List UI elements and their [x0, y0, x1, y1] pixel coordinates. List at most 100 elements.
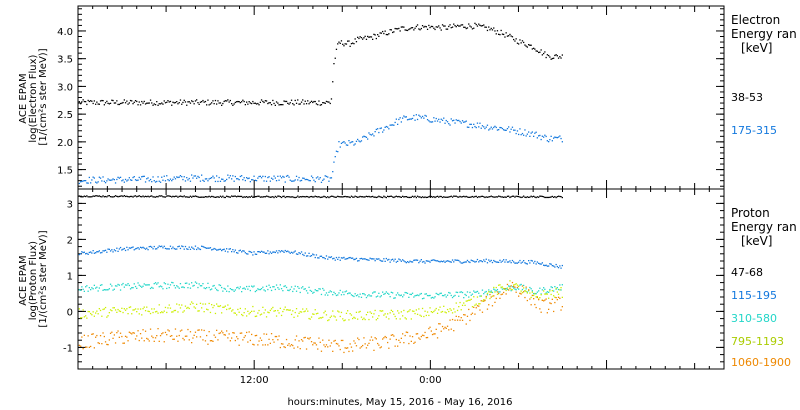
data-point — [243, 312, 245, 314]
data-point — [290, 313, 293, 316]
data-point — [197, 329, 199, 331]
data-point — [209, 103, 212, 105]
data-point — [363, 317, 365, 319]
data-point — [463, 297, 465, 299]
data-point — [476, 290, 479, 293]
data-point — [370, 196, 373, 198]
data-point — [333, 257, 335, 259]
data-point — [561, 196, 563, 199]
data-point — [164, 180, 167, 182]
data-point — [510, 290, 512, 292]
data-point — [285, 196, 288, 198]
data-point — [513, 195, 515, 197]
data-point — [193, 334, 195, 336]
data-point — [87, 182, 89, 184]
data-point — [509, 33, 511, 36]
data-point — [392, 196, 394, 198]
data-point — [134, 285, 137, 288]
data-point — [524, 196, 526, 198]
data-point — [285, 100, 288, 103]
data-point — [87, 253, 89, 255]
data-point — [217, 305, 219, 307]
data-point — [525, 286, 527, 288]
data-point — [385, 336, 387, 339]
data-point — [231, 337, 233, 339]
data-point — [304, 252, 306, 254]
data-point — [329, 290, 331, 292]
data-point — [348, 319, 350, 321]
electron-y-tick-label: 2.5 — [57, 110, 73, 121]
data-point — [298, 287, 300, 289]
data-point — [283, 346, 285, 348]
data-point — [473, 296, 475, 298]
data-point — [143, 283, 145, 285]
data-point — [339, 42, 341, 44]
data-point — [211, 288, 213, 290]
data-point — [203, 246, 205, 248]
data-point — [556, 196, 558, 198]
data-point — [330, 177, 333, 179]
data-point — [164, 196, 167, 198]
data-point — [280, 196, 283, 199]
data-point — [138, 248, 140, 250]
data-point — [444, 122, 446, 124]
data-point — [372, 339, 374, 341]
data-point — [382, 310, 384, 312]
data-point — [534, 196, 536, 198]
data-point — [393, 196, 395, 199]
data-point — [415, 333, 417, 335]
data-point — [317, 312, 319, 314]
data-point — [146, 284, 148, 286]
data-point — [238, 179, 240, 181]
data-point — [458, 306, 460, 308]
data-point — [163, 245, 165, 247]
data-point — [459, 291, 461, 293]
data-point — [429, 307, 431, 309]
data-point — [320, 350, 323, 352]
data-point — [459, 261, 461, 263]
data-point — [511, 289, 514, 291]
data-point — [322, 339, 324, 341]
data-point — [164, 283, 167, 285]
data-point — [513, 284, 515, 286]
data-point — [181, 176, 183, 178]
data-point — [343, 45, 345, 47]
data-point — [188, 177, 190, 180]
data-point — [439, 306, 441, 308]
data-point — [523, 41, 525, 44]
data-point — [410, 293, 412, 296]
data-point — [209, 340, 212, 342]
data-point — [373, 196, 375, 198]
data-point — [243, 287, 245, 289]
data-point — [451, 196, 454, 198]
data-point — [411, 117, 414, 120]
data-point — [445, 119, 447, 122]
data-point — [550, 135, 552, 137]
data-point — [448, 196, 450, 198]
data-point — [158, 195, 160, 197]
data-point — [400, 311, 402, 313]
data-point — [488, 129, 490, 131]
data-point — [385, 316, 387, 318]
data-point — [465, 27, 467, 30]
data-point — [399, 30, 401, 32]
data-point — [268, 284, 270, 286]
data-point — [137, 104, 139, 106]
data-point — [384, 260, 386, 262]
data-point — [85, 195, 87, 198]
data-point — [488, 291, 490, 293]
data-point — [124, 309, 127, 311]
data-point — [88, 100, 90, 103]
data-point — [171, 104, 173, 106]
data-point — [315, 254, 318, 256]
data-point — [127, 283, 129, 285]
data-point — [372, 316, 374, 318]
data-point — [323, 257, 325, 259]
data-point — [219, 248, 222, 250]
data-point — [506, 261, 509, 263]
data-point — [506, 128, 509, 130]
data-point — [307, 196, 309, 198]
data-point — [493, 295, 495, 297]
electron-legend-38-53: 38-53 — [731, 91, 763, 104]
data-point — [332, 350, 334, 352]
